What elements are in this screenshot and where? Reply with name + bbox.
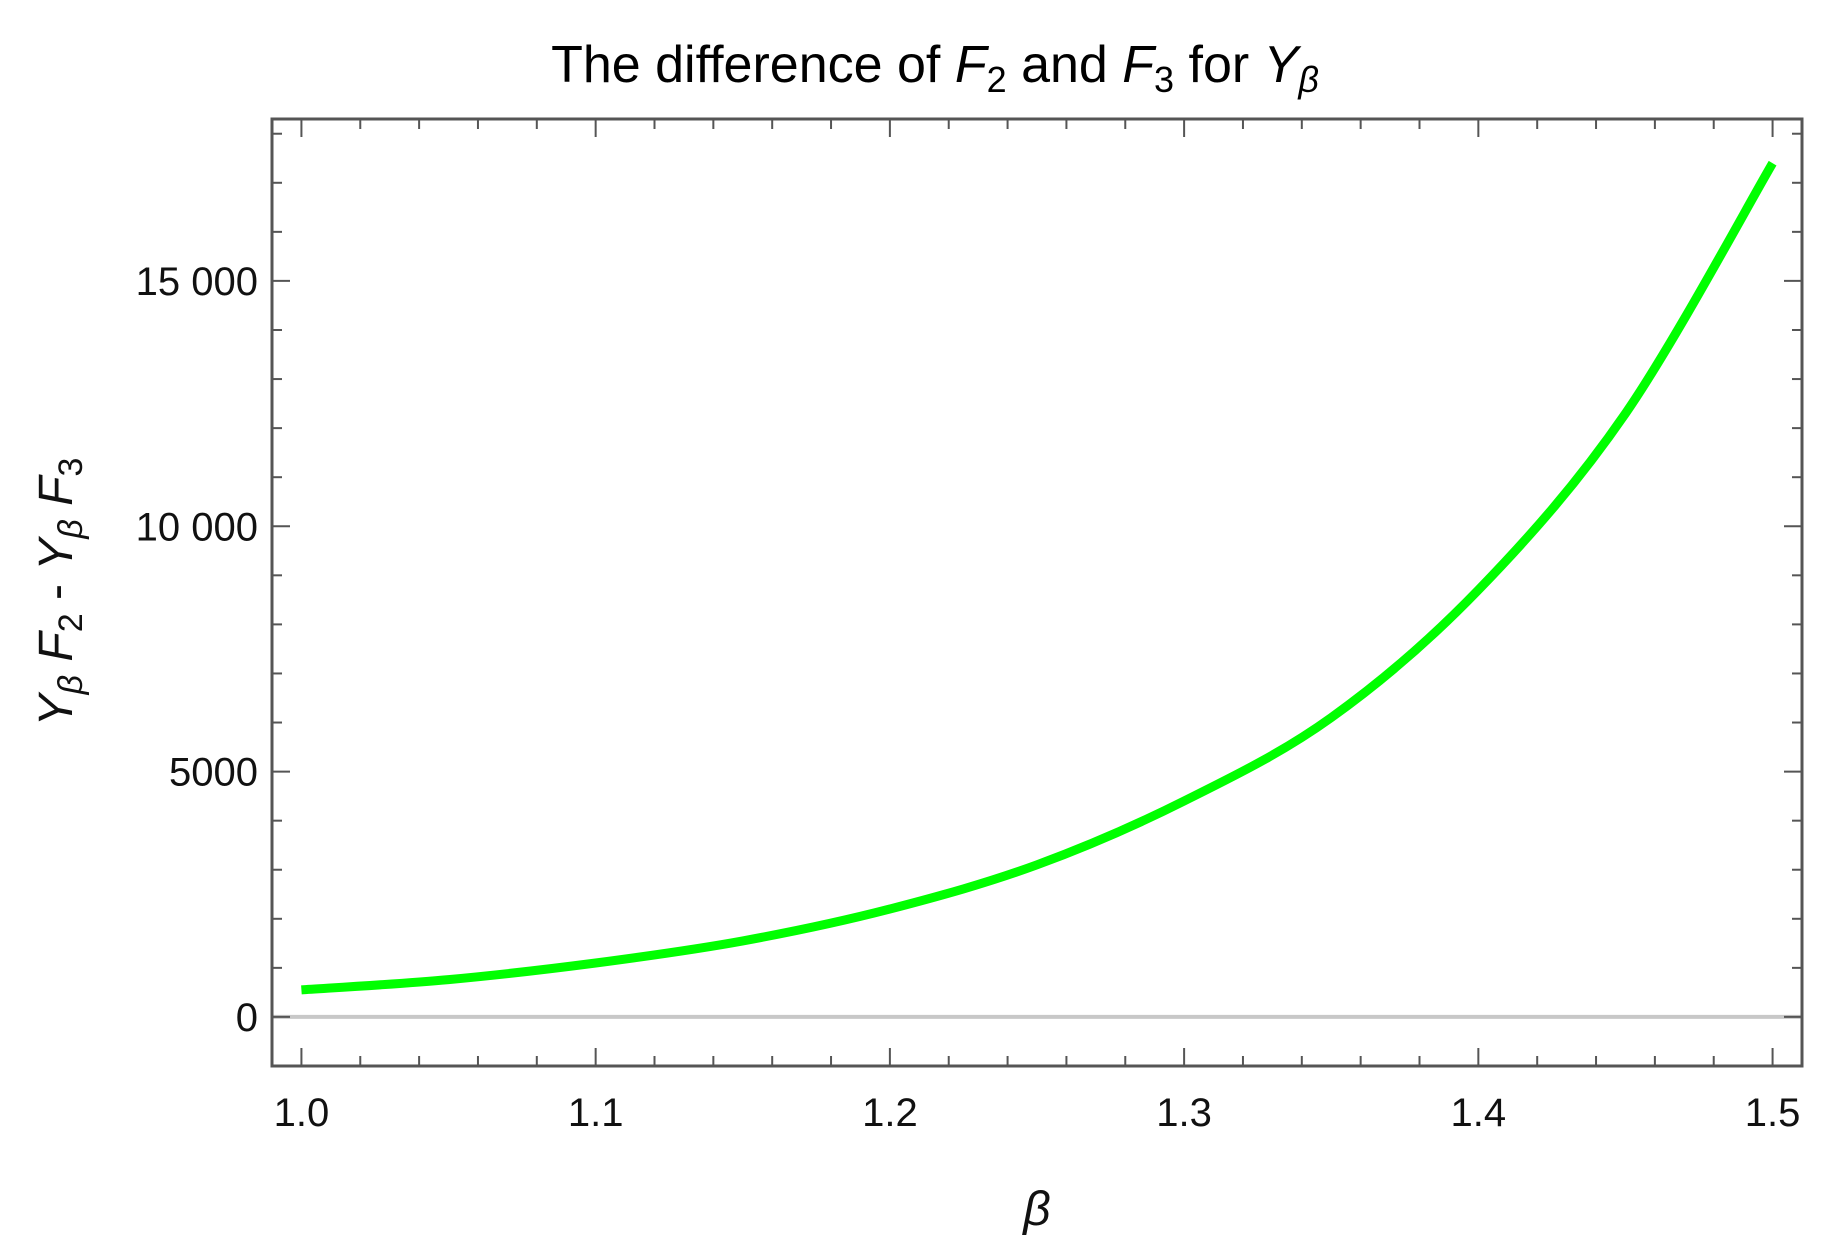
x-tick-label: 1.1 xyxy=(568,1091,624,1135)
y-axis-label: Yβ F2 - Yβ F3 xyxy=(30,458,90,727)
x-tick-label: 1.4 xyxy=(1451,1091,1507,1135)
plot-frame xyxy=(270,117,1804,1068)
x-tick-label: 1.3 xyxy=(1156,1091,1212,1135)
x-tick-label: 1.2 xyxy=(862,1091,918,1135)
y-tick-label: 0 xyxy=(236,996,258,1040)
y-tick-label: 10 000 xyxy=(136,505,258,549)
series-line-0 xyxy=(301,160,1777,995)
x-tick-label: 1.0 xyxy=(274,1091,330,1135)
x-axis-label: β xyxy=(1021,1183,1050,1236)
x-tick-label: 1.5 xyxy=(1745,1091,1801,1135)
y-tick-label: 15 000 xyxy=(136,260,258,304)
y-tick-label: 5000 xyxy=(169,751,258,795)
chart-title: The difference of F2 and F3 for Yβ xyxy=(551,36,1319,100)
